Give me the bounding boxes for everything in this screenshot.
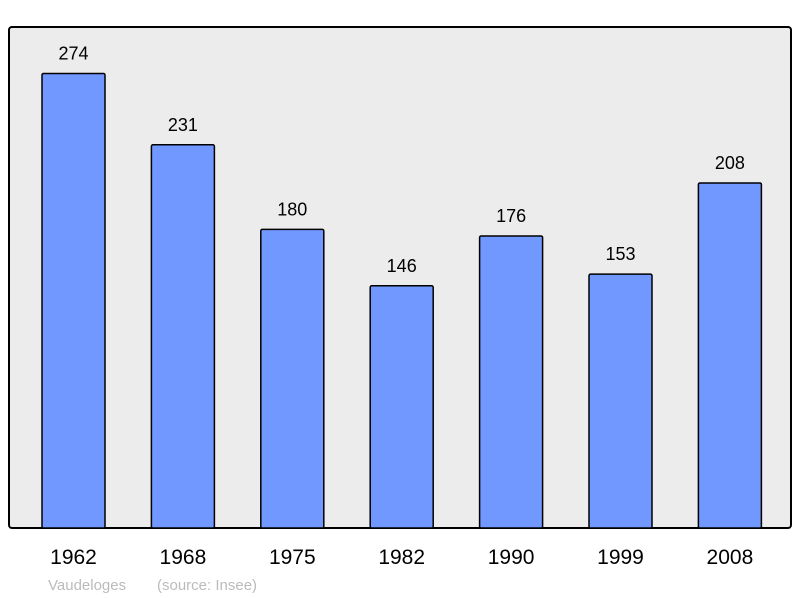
x-tick-label-1999: 1999 [597,546,644,569]
bar-2008 [697,182,763,529]
data-label-1962: 274 [58,43,88,63]
data-label-1982: 146 [387,256,417,276]
footer-place: Vaudeloges [48,577,126,594]
bar-1999 [588,273,653,529]
bar-1975 [260,228,325,529]
data-label-1999: 153 [605,244,635,264]
x-tick-label-1968: 1968 [160,546,207,569]
data-label-1990: 176 [496,206,526,226]
x-tick-label-1990: 1990 [488,546,535,569]
data-label-1968: 231 [168,115,198,135]
bar-1968 [150,144,216,529]
x-tick-label-1982: 1982 [378,546,425,569]
data-label-1975: 180 [277,199,307,219]
x-tick-label-1975: 1975 [269,546,316,569]
footer-source: (source: Insee) [157,577,257,594]
bar-1990 [478,235,544,529]
bar-1962 [41,72,106,529]
x-tick-label-2008: 2008 [707,546,754,569]
data-label-2008: 208 [715,153,745,173]
x-tick-label-1962: 1962 [50,546,97,569]
bar-1982 [369,285,434,529]
